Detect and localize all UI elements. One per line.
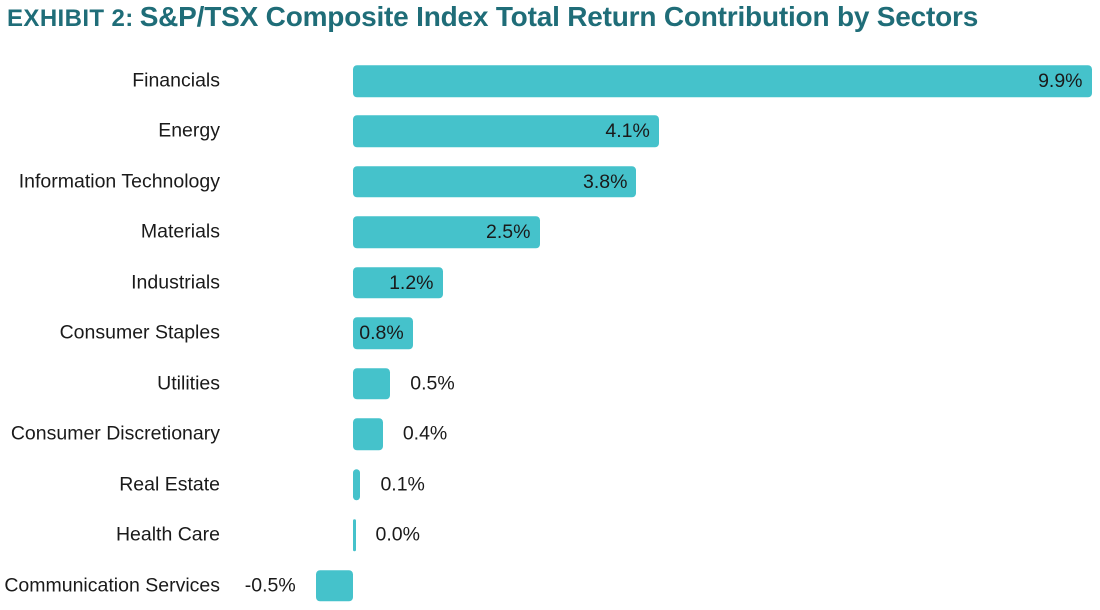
- category-label: Communication Services: [4, 574, 220, 596]
- value-label: 0.8%: [359, 321, 404, 344]
- chart-header: EXHIBIT 2: S&P/TSX Composite Index Total …: [7, 1, 978, 33]
- category-label: Materials: [140, 220, 220, 243]
- category-label: Consumer Discretionary: [10, 422, 220, 445]
- bar: [353, 519, 356, 551]
- bar: 3.8%: [353, 166, 637, 198]
- value-label: 0.1%: [380, 473, 425, 496]
- category-label: Real Estate: [119, 473, 220, 496]
- value-label: -0.5%: [244, 574, 296, 596]
- bar: 4.1%: [353, 115, 659, 148]
- bar: [353, 367, 391, 400]
- bar: [353, 468, 361, 501]
- category-label: Information Technology: [18, 170, 220, 193]
- category-label: Energy: [158, 119, 220, 142]
- category-label: Consumer Staples: [59, 321, 220, 344]
- bar: 0.8%: [353, 317, 413, 349]
- bar: [315, 569, 353, 602]
- bar-row: Materials 2.5%: [0, 207, 1100, 257]
- category-label: Health Care: [115, 523, 220, 546]
- bar-row: Energy 4.1%: [0, 106, 1100, 156]
- category-label: Financials: [132, 69, 220, 92]
- bar-row: Financials 9.9%: [0, 56, 1100, 106]
- bar: 9.9%: [353, 65, 1092, 97]
- bar-row: Industrials 1.2%: [0, 258, 1100, 308]
- bar: 1.2%: [353, 267, 443, 299]
- bar: [353, 418, 383, 450]
- bar-row: Real Estate 0.1%: [0, 460, 1100, 510]
- value-label: 0.5%: [410, 372, 455, 395]
- value-label: 0.4%: [402, 422, 448, 445]
- value-label: 3.8%: [583, 170, 628, 193]
- bar-row: Utilities 0.5%: [0, 359, 1100, 409]
- exhibit-number-label: EXHIBIT 2:: [7, 5, 134, 32]
- value-label: 9.9%: [1038, 69, 1083, 92]
- value-label: 2.5%: [486, 220, 531, 243]
- chart-title: S&P/TSX Composite Index Total Return Con…: [139, 1, 979, 32]
- value-label: 0.0%: [375, 523, 420, 546]
- value-label: 4.1%: [605, 119, 650, 142]
- bar: 2.5%: [353, 216, 540, 249]
- category-label: Utilities: [157, 372, 220, 395]
- bar-row: Information Technology 3.8%: [0, 157, 1100, 207]
- bar-row: Consumer Discretionary 0.4%: [0, 409, 1100, 459]
- bar-row: Consumer Staples 0.8%: [0, 308, 1100, 358]
- category-label: Industrials: [131, 271, 220, 294]
- bar-chart: Financials 9.9% Energy 4.1% Information …: [0, 56, 1100, 610]
- bar-row: Health Care 0.0%: [0, 510, 1100, 560]
- value-label: 1.2%: [389, 271, 434, 294]
- bar-row: Communication Services -0.5%: [0, 561, 1100, 610]
